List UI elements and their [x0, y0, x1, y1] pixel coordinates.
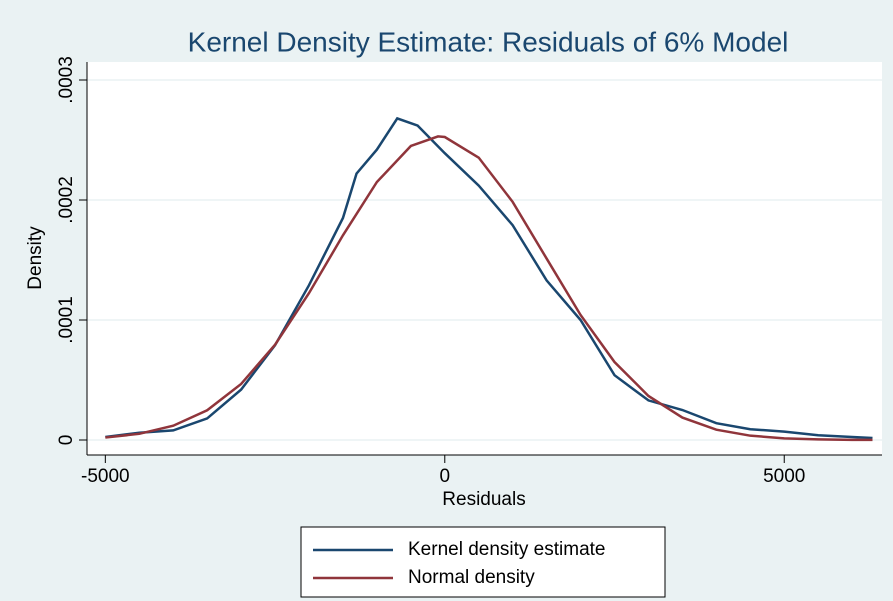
x-axis-label: Residuals — [442, 489, 525, 510]
y-tick-label: .0003 — [56, 56, 77, 104]
y-tick-label: .0001 — [56, 296, 77, 344]
line-series — [105, 116, 873, 440]
legend — [300, 526, 666, 598]
x-tick-label: 0 — [439, 466, 450, 487]
legend-label: Normal density — [408, 567, 535, 588]
x-tick-label: -5000 — [81, 466, 130, 487]
legend-label: Kernel density estimate — [408, 539, 606, 560]
chart-title: Kernel Density Estimate: Residuals of 6%… — [188, 26, 789, 57]
plot-area — [87, 62, 882, 455]
y-tick-label: 0 — [56, 435, 77, 446]
y-tick-label: .0002 — [56, 176, 77, 224]
line-series — [105, 135, 873, 442]
y-axis-label: Density — [25, 226, 46, 290]
x-tick-label: 5000 — [763, 466, 805, 487]
